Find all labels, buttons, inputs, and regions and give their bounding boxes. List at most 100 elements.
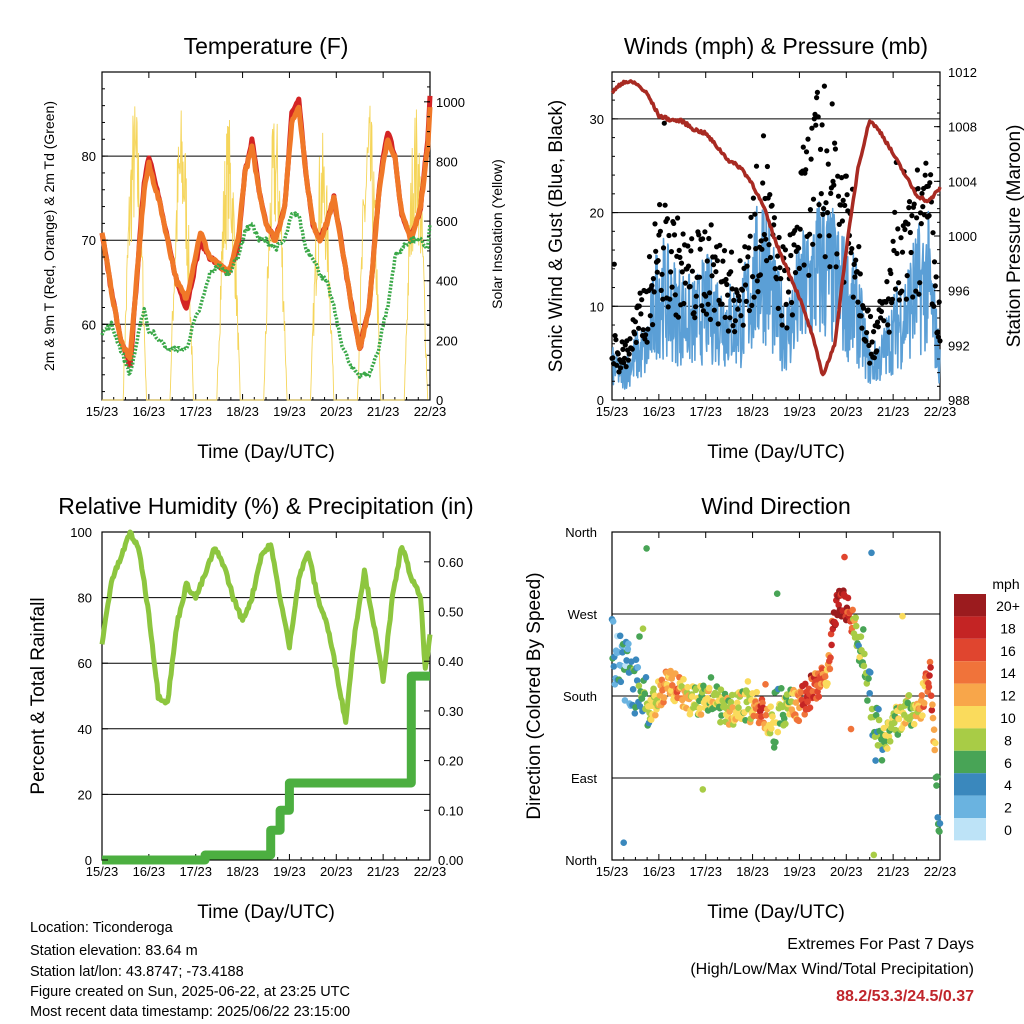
gust-point xyxy=(680,231,686,237)
gust-point xyxy=(610,355,616,361)
gust-point xyxy=(685,243,691,249)
gust-point xyxy=(757,272,764,278)
gust-point xyxy=(639,297,645,303)
gust-point xyxy=(783,301,789,307)
direction-point xyxy=(770,744,778,751)
gust-point xyxy=(664,216,671,222)
gust-point xyxy=(651,289,657,295)
gust-point xyxy=(657,228,664,234)
gust-point xyxy=(923,160,929,166)
gust-point xyxy=(792,270,799,276)
gust-point xyxy=(759,246,765,252)
direction-point xyxy=(894,731,902,738)
gust-point xyxy=(646,254,653,260)
gust-point xyxy=(855,299,861,305)
gust-point xyxy=(801,262,807,268)
gust-point xyxy=(742,282,749,288)
y-right-tick-label: 0.40 xyxy=(438,654,463,669)
colorbar-swatch xyxy=(954,773,986,796)
x-tick-label: 16/23 xyxy=(133,404,166,419)
y-right-tick-label: 600 xyxy=(436,214,458,229)
gust-point xyxy=(898,235,904,241)
direction-point xyxy=(828,641,835,649)
gust-point xyxy=(678,260,685,266)
gust-point xyxy=(693,293,699,299)
x-tick-label: 17/23 xyxy=(689,404,722,419)
gust-point xyxy=(811,116,817,122)
gust-point xyxy=(810,196,817,202)
gust-point xyxy=(905,221,911,227)
direction-point xyxy=(927,664,934,671)
gust-point xyxy=(814,89,821,95)
gust-point xyxy=(784,325,790,331)
gust-point xyxy=(895,226,901,232)
x-tick-label: 15/23 xyxy=(596,404,629,419)
x-tick-label: 15/23 xyxy=(86,864,119,879)
direction-point xyxy=(697,711,705,718)
gust-point xyxy=(611,261,617,267)
x-tick-label: 20/23 xyxy=(830,864,863,879)
gust-point xyxy=(621,360,627,366)
gust-point xyxy=(769,202,775,208)
gust-point xyxy=(714,258,721,264)
gust-point xyxy=(813,122,819,128)
direction-point xyxy=(621,697,629,704)
chart-title: Relative Humidity (%) & Precipitation (i… xyxy=(58,493,473,519)
x-axis-title: Time (Day/UTC) xyxy=(707,442,845,463)
y-right-tick-label: 0.60 xyxy=(438,555,463,570)
gust-point xyxy=(832,140,838,146)
gust-point xyxy=(821,206,827,212)
gust-point xyxy=(697,246,703,252)
direction-point xyxy=(707,674,715,681)
direction-point xyxy=(768,725,775,732)
gust-point xyxy=(867,360,873,366)
direction-point xyxy=(872,757,879,764)
direction-point xyxy=(688,693,696,700)
x-tick-label: 19/23 xyxy=(273,404,306,419)
gust-point xyxy=(732,329,738,335)
y-tick-label: 20 xyxy=(78,787,92,802)
x-tick-label: 22/23 xyxy=(414,864,447,879)
gust-point xyxy=(721,248,728,254)
gust-point xyxy=(645,326,651,332)
gust-point xyxy=(744,263,750,269)
gust-point xyxy=(755,289,761,295)
gust-point xyxy=(620,346,626,352)
gust-point xyxy=(871,355,878,361)
gust-point xyxy=(839,218,846,224)
location-text: Location: Ticonderoga xyxy=(30,920,173,936)
gust-point xyxy=(650,276,657,282)
gust-point xyxy=(926,213,932,219)
gust-point xyxy=(774,276,780,282)
direction-point xyxy=(729,704,736,711)
gust-point xyxy=(928,172,934,178)
colorbar-label: 6 xyxy=(1004,755,1012,771)
direction-point xyxy=(884,745,891,752)
gust-point xyxy=(764,163,771,170)
gust-point xyxy=(730,323,736,329)
gust-point xyxy=(788,252,794,259)
gust-point xyxy=(764,258,770,264)
gust-point xyxy=(704,258,710,264)
colorbar-title: mph xyxy=(992,576,1019,592)
gust-point xyxy=(918,221,924,227)
direction-point xyxy=(638,695,646,702)
gust-point xyxy=(649,283,655,289)
gust-point xyxy=(750,274,756,280)
gust-point xyxy=(860,305,867,311)
gust-point xyxy=(818,191,824,197)
direction-point xyxy=(780,715,788,722)
direction-point xyxy=(920,699,928,707)
extremes-title: Extremes For Past 7 Days xyxy=(787,936,974,953)
y-axis-title: 2m & 9m T (Red, Orange) & 2m Td (Green) xyxy=(41,101,57,371)
gust-point xyxy=(771,215,778,221)
gust-point xyxy=(815,114,821,120)
gust-point xyxy=(906,199,913,205)
plot-frame-1 xyxy=(101,71,431,401)
gust-point xyxy=(760,180,766,186)
direction-point xyxy=(753,688,760,696)
gust-point xyxy=(889,296,896,302)
colorbar-label: 18 xyxy=(1000,620,1016,636)
direction-point xyxy=(832,620,839,628)
gust-point xyxy=(817,146,824,152)
